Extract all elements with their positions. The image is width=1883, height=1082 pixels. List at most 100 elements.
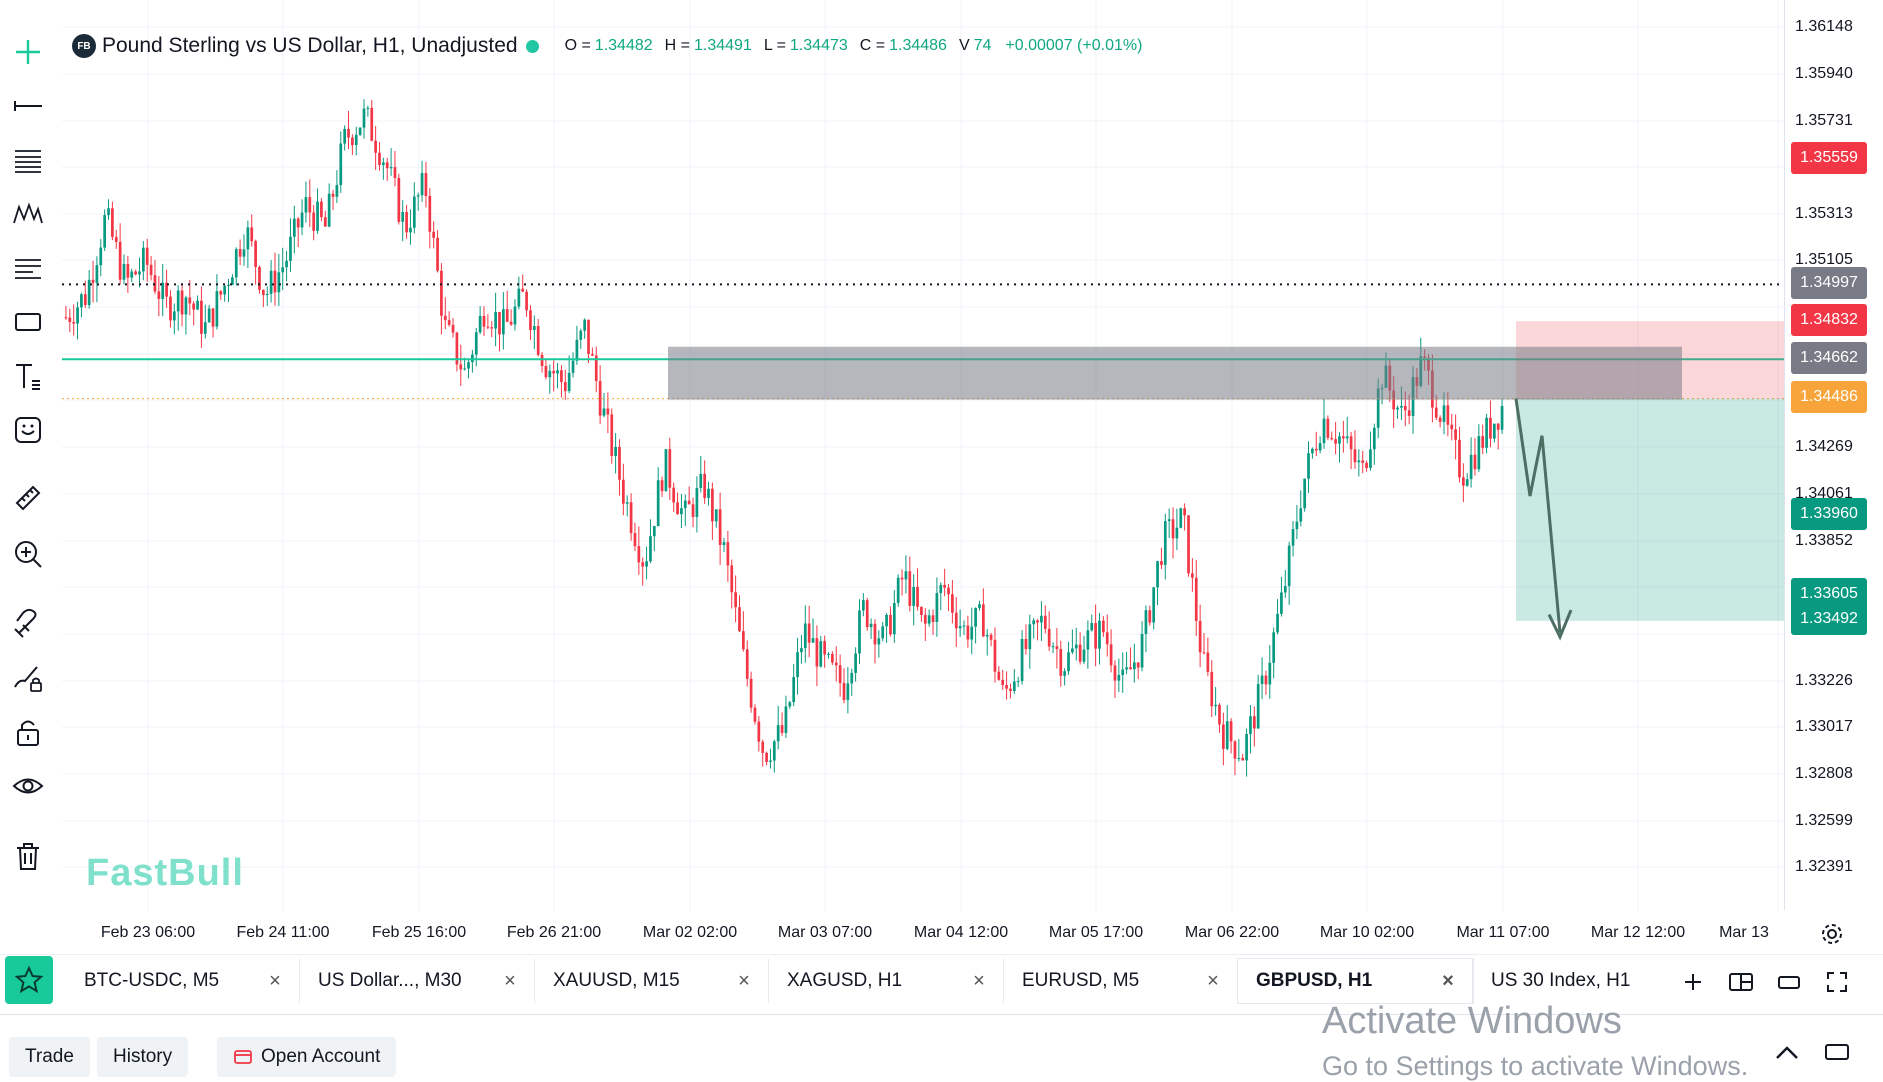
open-account-button[interactable]: Open Account bbox=[217, 1037, 397, 1077]
close-icon[interactable]: × bbox=[738, 969, 750, 992]
window-icon[interactable] bbox=[1774, 967, 1804, 997]
candle-body bbox=[358, 127, 362, 135]
candle-body bbox=[99, 247, 103, 266]
favorites-star-button[interactable] bbox=[5, 956, 53, 1004]
tab-xauusd[interactable]: XAUUSD, M15 × bbox=[535, 959, 769, 1003]
time-tick: Mar 12 12:00 bbox=[1590, 924, 1686, 941]
candle-body bbox=[196, 300, 199, 310]
close-icon[interactable]: × bbox=[504, 969, 516, 992]
price-tick: 1.36148 bbox=[1795, 18, 1853, 35]
crosshair-icon[interactable] bbox=[8, 32, 48, 72]
price-scale[interactable]: 1.36148 1.35940 1.35731 1.35313 1.35105 … bbox=[1784, 0, 1883, 910]
chart-settings-gear-icon[interactable] bbox=[1818, 920, 1846, 948]
open-account-label: Open Account bbox=[261, 1046, 381, 1067]
candle-body bbox=[323, 217, 327, 227]
fullscreen-icon[interactable] bbox=[1822, 967, 1852, 997]
chevron-up-icon[interactable] bbox=[1772, 1037, 1802, 1067]
candle-body bbox=[1020, 639, 1024, 682]
candle-body bbox=[726, 542, 730, 566]
price-tick: 1.35313 bbox=[1795, 205, 1853, 222]
candle-body bbox=[420, 173, 424, 196]
candle-body bbox=[1372, 427, 1376, 450]
candle-body bbox=[308, 197, 312, 213]
brush-lock-icon[interactable] bbox=[8, 658, 48, 698]
time-tick: Feb 26 21:00 bbox=[506, 924, 602, 941]
text-tool-icon[interactable] bbox=[8, 356, 48, 396]
candle-body bbox=[354, 134, 358, 146]
candle-body bbox=[1132, 662, 1136, 670]
symbol-tab-bar: BTC-USDC, M5 × US Dollar..., M30 × XAUUSD,… bbox=[0, 954, 1883, 1010]
candle-body bbox=[378, 152, 381, 166]
candle-body bbox=[1283, 586, 1287, 593]
add-tab-plus-icon[interactable] bbox=[1678, 967, 1708, 997]
price-chart[interactable] bbox=[62, 0, 1784, 940]
candle-body bbox=[1237, 757, 1241, 759]
close-icon[interactable]: × bbox=[1207, 969, 1219, 992]
time-tick: Mar 04 12:00 bbox=[913, 924, 1009, 941]
candle-body bbox=[498, 312, 501, 335]
trade-button[interactable]: Trade bbox=[9, 1037, 90, 1077]
eye-icon[interactable] bbox=[8, 766, 48, 806]
fastbull-watermark: FastBull bbox=[86, 852, 244, 894]
chart-title[interactable]: Pound Sterling vs US Dollar, H1, Unadjus… bbox=[102, 34, 518, 57]
candle-body bbox=[838, 665, 842, 683]
candle-body bbox=[552, 370, 556, 374]
ruler-icon[interactable] bbox=[8, 478, 48, 518]
emoji-icon[interactable] bbox=[8, 410, 48, 450]
history-button[interactable]: History bbox=[97, 1037, 189, 1077]
forecast-icon[interactable] bbox=[8, 248, 48, 288]
tab-us30[interactable]: US 30 Index, H1 bbox=[1473, 959, 1673, 1003]
candle-body bbox=[130, 271, 134, 278]
close-icon[interactable]: × bbox=[973, 969, 985, 992]
tab-us-dollar[interactable]: US Dollar..., M30 × bbox=[300, 959, 535, 1003]
candle-body bbox=[745, 649, 749, 679]
layout-split-icon[interactable] bbox=[1726, 967, 1756, 997]
price-tick: 1.35940 bbox=[1795, 65, 1853, 82]
tab-eurusd[interactable]: EURUSD, M5 × bbox=[1004, 959, 1238, 1003]
candle-body bbox=[711, 488, 714, 522]
candle-body bbox=[83, 294, 87, 305]
candle-body bbox=[1276, 613, 1279, 633]
candle-body bbox=[1179, 508, 1183, 528]
candle-body bbox=[943, 584, 946, 588]
panel-toggle-icon[interactable] bbox=[1822, 1037, 1852, 1067]
candle-body bbox=[970, 626, 974, 640]
zoom-in-icon[interactable] bbox=[8, 534, 48, 574]
candle-body bbox=[1496, 423, 1500, 430]
candle-body bbox=[865, 600, 869, 628]
candle-body bbox=[1330, 437, 1334, 440]
candle-body bbox=[1117, 675, 1121, 681]
close-icon[interactable]: × bbox=[1442, 969, 1454, 992]
candle-body bbox=[1090, 623, 1094, 631]
trash-icon[interactable] bbox=[8, 836, 48, 876]
candle-body bbox=[1156, 561, 1159, 588]
candle-body bbox=[680, 508, 683, 515]
lock-icon[interactable] bbox=[8, 712, 48, 752]
chart-canvas[interactable] bbox=[62, 0, 1784, 912]
candle-body bbox=[231, 277, 234, 285]
pattern-icon[interactable] bbox=[8, 194, 48, 234]
tab-label: EURUSD, M5 bbox=[1022, 970, 1140, 991]
time-axis[interactable]: Feb 23 06:00 Feb 24 11:00 Feb 25 16:00 F… bbox=[62, 912, 1784, 952]
tab-xagusd[interactable]: XAGUSD, H1 × bbox=[769, 959, 1004, 1003]
tab-gbpusd[interactable]: GBPUSD, H1 × bbox=[1238, 959, 1473, 1003]
candle-body bbox=[1071, 648, 1074, 653]
tab-btc-usdc[interactable]: BTC-USDC, M5 × bbox=[66, 959, 300, 1003]
candle-body bbox=[1109, 644, 1113, 666]
candle-body bbox=[772, 741, 776, 761]
candle-body bbox=[1222, 724, 1225, 749]
candle-body bbox=[900, 577, 904, 580]
close-icon[interactable]: × bbox=[269, 969, 281, 992]
candle-body bbox=[258, 266, 261, 290]
candle-body bbox=[660, 480, 664, 492]
trend-line-icon[interactable] bbox=[8, 86, 48, 126]
candle-body bbox=[111, 208, 114, 237]
candle-body bbox=[1489, 417, 1492, 439]
fib-retracement-icon[interactable] bbox=[8, 140, 48, 180]
candle-body bbox=[993, 639, 997, 672]
magnet-icon[interactable] bbox=[8, 604, 48, 644]
tab-label: US Dollar..., M30 bbox=[318, 970, 462, 991]
rectangle-icon[interactable] bbox=[8, 302, 48, 342]
candle-body bbox=[463, 368, 466, 370]
candle-body bbox=[436, 237, 439, 271]
